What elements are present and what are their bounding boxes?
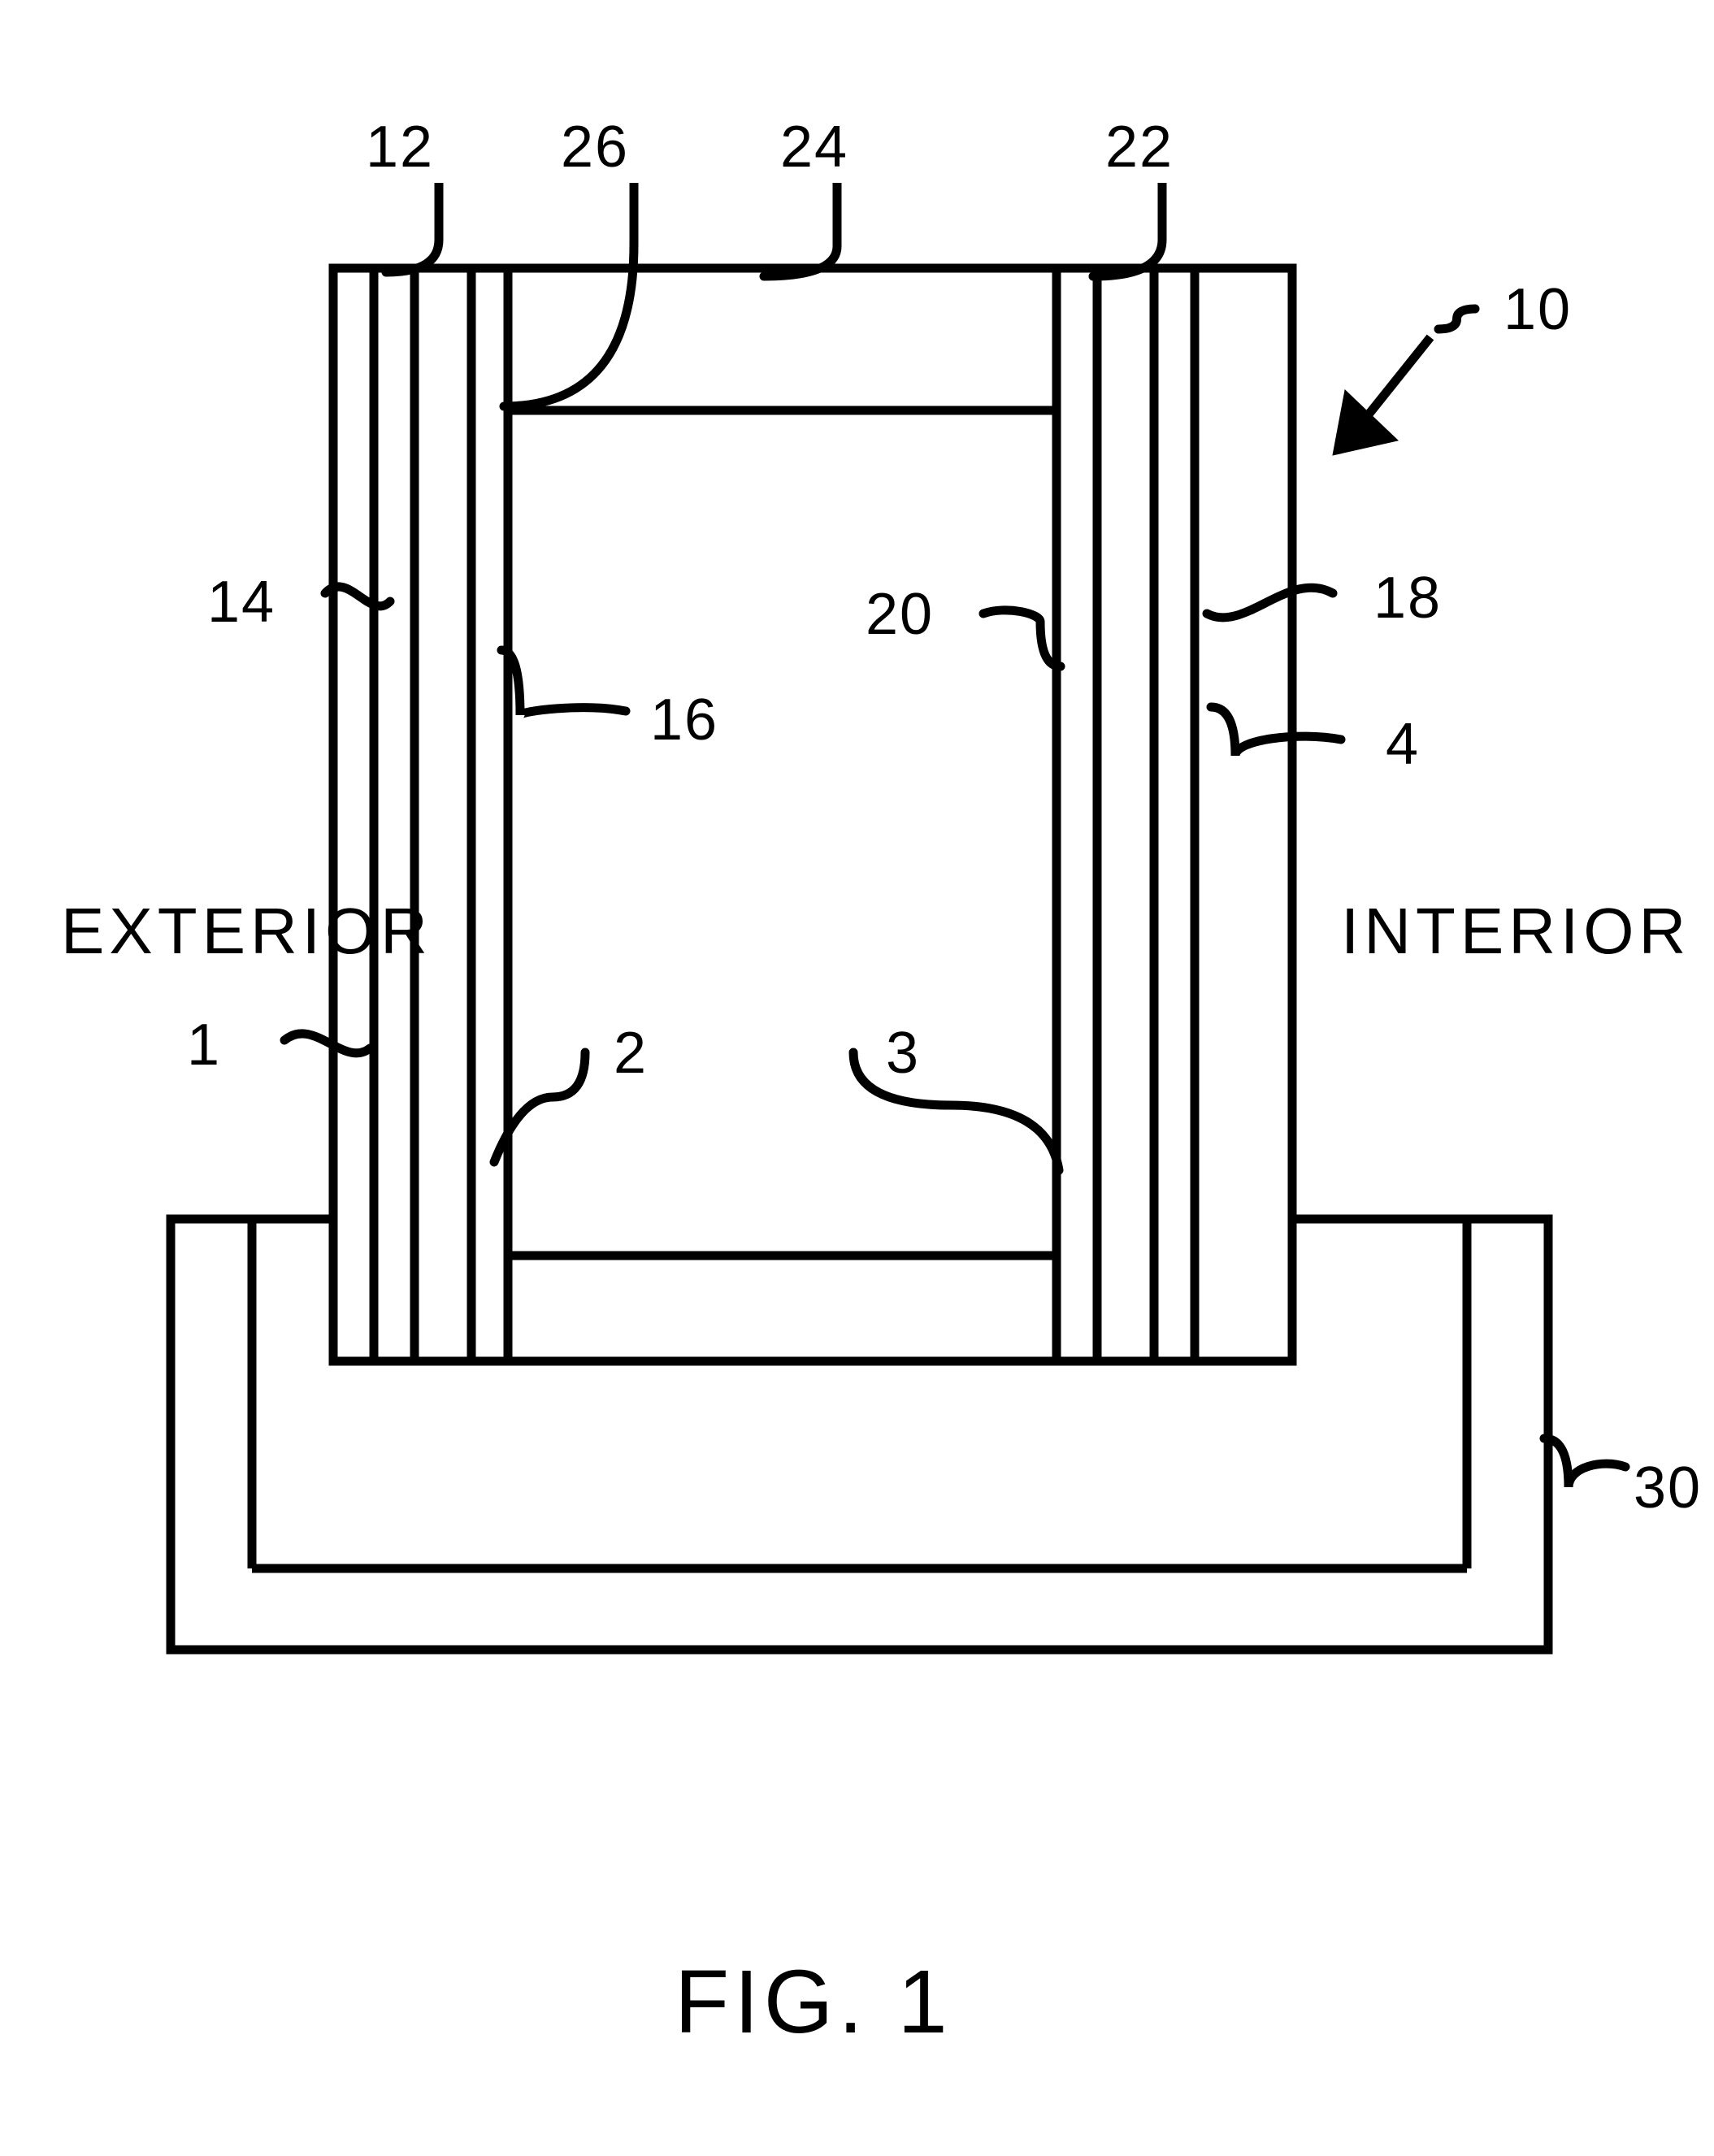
ref-2: 2	[614, 1020, 648, 1087]
page-root: EXTERIOR INTERIOR 12 26 24 22 10 14 18 1…	[0, 0, 1714, 2156]
label-exterior: EXTERIOR	[61, 894, 432, 969]
ref-3: 3	[886, 1020, 920, 1087]
ref-20: 20	[866, 581, 934, 648]
ref-16: 16	[650, 687, 718, 753]
ref-24: 24	[780, 114, 848, 180]
figure-diagram	[0, 0, 1714, 2156]
figure-caption: FIG. 1	[675, 1950, 952, 2054]
ref-1: 1	[187, 1012, 221, 1078]
ref-12: 12	[366, 114, 434, 180]
ref-18: 18	[1373, 565, 1442, 631]
label-interior: INTERIOR	[1341, 894, 1690, 969]
ref-14: 14	[207, 569, 276, 636]
ref-10: 10	[1504, 276, 1572, 343]
ref-26: 26	[561, 114, 629, 180]
ref-4: 4	[1386, 711, 1420, 778]
ref-22: 22	[1105, 114, 1174, 180]
ref-30: 30	[1634, 1455, 1702, 1521]
